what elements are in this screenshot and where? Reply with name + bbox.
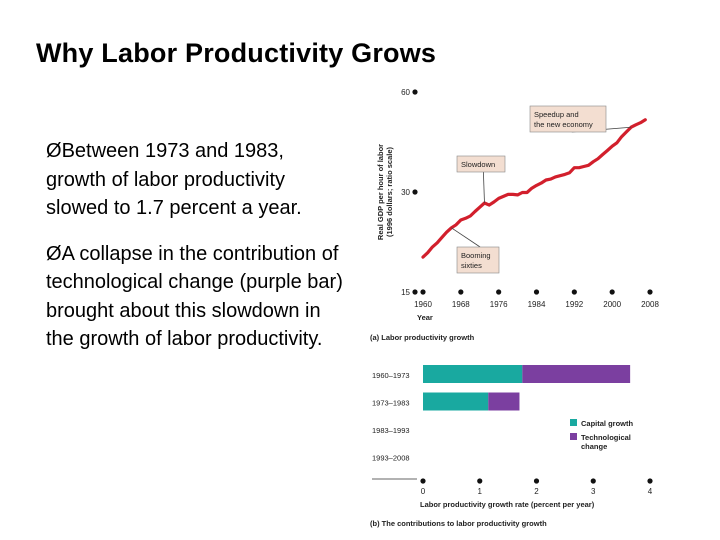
x-tick-dot bbox=[477, 478, 483, 484]
x-tick-label: 0 bbox=[421, 487, 426, 496]
legend-label-line: Technological bbox=[581, 433, 631, 442]
x-tick-label: 4 bbox=[648, 487, 653, 496]
y-axis-label-line: (1996 dollars; ratio scale) bbox=[385, 146, 394, 237]
y-tick-label: 60 bbox=[401, 88, 410, 97]
callout-text: Speedup and bbox=[534, 110, 579, 119]
y-tick-dot bbox=[412, 89, 418, 95]
productivity-figure: Real GDP per hour of labor(1996 dollars;… bbox=[370, 88, 659, 528]
x-axis-label: Labor productivity growth rate (percent … bbox=[420, 500, 595, 509]
y-axis-label-line: Real GDP per hour of labor bbox=[376, 144, 385, 240]
category-label: 1983–1993 bbox=[372, 426, 410, 435]
callout-leader-line bbox=[451, 227, 481, 248]
x-tick-label: 2000 bbox=[603, 300, 621, 309]
y-tick-label: 15 bbox=[401, 288, 410, 297]
slide-title: Why Labor Productivity Grows bbox=[36, 38, 437, 68]
y-tick-label: 30 bbox=[401, 188, 410, 197]
callout-box bbox=[456, 155, 506, 173]
category-label: 1960–1973 bbox=[372, 371, 410, 380]
arrow-bullet-icon: Ø bbox=[46, 140, 62, 162]
y-axis-label: Real GDP per hour of labor(1996 dollars;… bbox=[376, 144, 394, 240]
x-tick-dot bbox=[609, 289, 615, 295]
x-tick-label: 3 bbox=[591, 487, 596, 496]
y-tick-dot bbox=[412, 189, 418, 195]
callout-text: Slowdown bbox=[461, 160, 495, 169]
chart-caption: (a) Labor productivity growth bbox=[370, 333, 475, 342]
technological-change-bar bbox=[488, 392, 520, 411]
category-label: 1973–1983 bbox=[372, 399, 410, 408]
bullet-item: ØBetween 1973 and 1983, growth of labor … bbox=[46, 137, 346, 223]
technological-change-bar bbox=[522, 365, 631, 383]
capital-growth-bar bbox=[423, 392, 489, 411]
x-tick-dot bbox=[533, 478, 540, 484]
legend-label-line: change bbox=[581, 442, 607, 451]
callout-text: the new economy bbox=[534, 120, 593, 129]
arrow-bullet-icon: Ø bbox=[46, 242, 62, 265]
callout-text: sixties bbox=[461, 261, 482, 270]
bullet-text: A collapse in the contribution of techno… bbox=[46, 242, 343, 351]
bullet-item: ØA collapse in the contribution of techn… bbox=[46, 240, 346, 354]
bullet-list: ØBetween 1973 and 1983, growth of labor … bbox=[46, 137, 346, 371]
callout-text: Booming bbox=[461, 251, 491, 260]
callout-box bbox=[456, 246, 500, 274]
x-tick-label: 1984 bbox=[528, 300, 546, 309]
category-label: 1993–2008 bbox=[372, 454, 410, 463]
x-tick-label: 1968 bbox=[452, 300, 470, 309]
x-tick-dot bbox=[420, 289, 426, 295]
legend-label-capital: Capital growth bbox=[581, 419, 634, 428]
capital-growth-bar bbox=[423, 365, 523, 383]
callout-leader-line bbox=[483, 171, 485, 204]
x-tick-dot bbox=[571, 289, 577, 295]
x-tick-label: 2008 bbox=[641, 300, 659, 309]
x-tick-dot bbox=[590, 478, 596, 484]
x-tick-dot bbox=[458, 289, 464, 295]
legend-swatch-capital bbox=[570, 419, 577, 426]
x-tick-dot bbox=[533, 289, 540, 295]
y-tick-dot bbox=[412, 289, 418, 295]
x-tick-dot bbox=[420, 478, 426, 484]
x-tick-dot bbox=[496, 289, 502, 295]
bullet-text: Between 1973 and 1983, growth of labor p… bbox=[46, 140, 302, 219]
x-tick-dot bbox=[647, 289, 653, 295]
x-tick-label: 1976 bbox=[490, 300, 508, 309]
x-tick-label: 2 bbox=[534, 487, 539, 496]
x-axis-label: Year bbox=[417, 313, 433, 322]
productivity-series-line bbox=[421, 118, 647, 259]
chart-caption: (b) The contributions to labor productiv… bbox=[370, 519, 547, 528]
x-tick-label: 1992 bbox=[565, 300, 583, 309]
legend-swatch-technology bbox=[570, 433, 577, 440]
x-tick-dot bbox=[647, 478, 653, 484]
callout-box bbox=[529, 105, 607, 133]
x-tick-label: 1960 bbox=[414, 300, 432, 309]
x-tick-label: 1 bbox=[478, 487, 483, 496]
legend-label-technology: Technological change bbox=[581, 433, 631, 451]
